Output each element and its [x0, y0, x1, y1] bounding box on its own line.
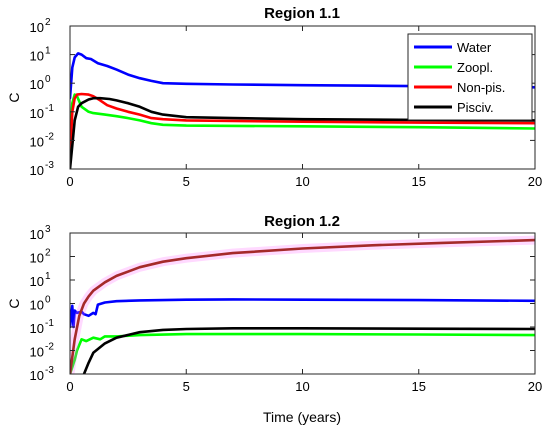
y-tick-exponent: -3	[45, 160, 54, 171]
series-line-pisciv	[82, 326, 535, 374]
y-tick-label: 10	[30, 298, 44, 313]
series-line-water	[70, 52, 535, 100]
x-tick-label: 5	[183, 379, 190, 394]
y-tick-exponent: 2	[45, 17, 51, 28]
series-line-non-pis	[70, 92, 535, 162]
y-tick-exponent: -1	[45, 318, 54, 329]
y-tick-label: 10	[30, 345, 44, 360]
y-tick-exponent: -3	[45, 365, 54, 376]
y-tick-label: 10	[30, 227, 44, 242]
x-tick-label: 15	[412, 174, 426, 189]
y-tick-label: 10	[30, 274, 44, 289]
legend-entry: Pisciv.	[457, 100, 494, 115]
y-tick-label: 10	[30, 251, 44, 266]
legend: Water Zoopl. Non-pis. Pisciv.	[407, 33, 533, 121]
y-axis-label: C	[6, 92, 22, 102]
x-tick-label: 0	[66, 379, 73, 394]
y-tick-label: 10	[30, 134, 44, 149]
y-tick-exponent: 2	[45, 248, 51, 259]
y-tick-label: 10	[30, 20, 44, 35]
y-tick-label: 10	[30, 106, 44, 121]
y-tick-label: 10	[30, 368, 44, 383]
chart-title: Region 1.1	[264, 5, 340, 22]
y-axis-label: C	[6, 298, 22, 308]
legend-entry: Non-pis.	[457, 80, 505, 95]
series-group	[70, 52, 535, 169]
y-tick-label: 10	[30, 163, 44, 178]
series-band	[70, 235, 535, 374]
series-line-pisciv	[70, 96, 535, 169]
y-tick-exponent: 1	[45, 46, 51, 57]
chart-title: Region 1.2	[264, 213, 340, 230]
series-group	[70, 235, 535, 374]
y-tick-label: 10	[30, 77, 44, 92]
y-tick-exponent: -2	[45, 342, 54, 353]
y-tick-label: 10	[30, 49, 44, 64]
y-tick-exponent: 0	[45, 74, 51, 85]
axes-frame	[69, 232, 536, 375]
x-tick-label: 5	[183, 174, 190, 189]
x-axis-label: Time (years)	[263, 409, 341, 425]
legend-entry: Water	[457, 40, 492, 55]
legend-entry: Zoopl.	[457, 60, 493, 75]
y-tick-exponent: -2	[45, 131, 54, 142]
series-line-non-pis	[70, 238, 535, 374]
series-line-zoopl	[70, 332, 535, 374]
x-tick-label: 10	[295, 379, 309, 394]
x-tick-label: 20	[528, 379, 542, 394]
x-tick-label: 10	[295, 174, 309, 189]
y-tick-label: 10	[30, 321, 44, 336]
x-tick-label: 15	[412, 379, 426, 394]
y-tick-exponent: 0	[45, 295, 51, 306]
y-tick-exponent: -1	[45, 103, 54, 114]
series-line-water	[70, 298, 535, 329]
x-tick-label: 0	[66, 174, 73, 189]
x-tick-label: 20	[528, 174, 542, 189]
y-tick-exponent: 1	[45, 271, 51, 282]
y-tick-exponent: 3	[45, 224, 51, 235]
